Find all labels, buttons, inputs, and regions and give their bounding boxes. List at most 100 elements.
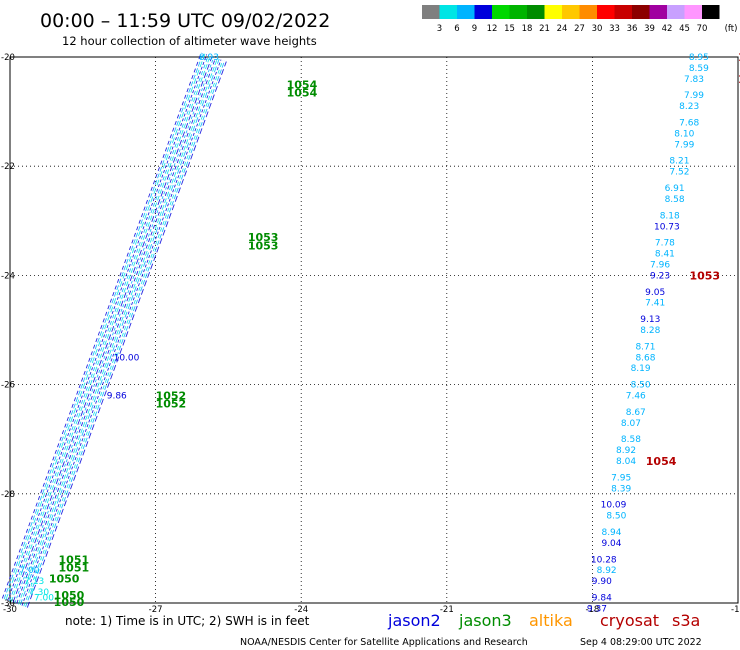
east-track-value: 6.91 [665, 184, 685, 194]
east-track-value: 7.52 [669, 168, 689, 178]
colorbar-tick-label: 30 [592, 24, 603, 34]
east-track-value: 7.96 [650, 260, 670, 270]
east-track-value: 7.46 [626, 392, 646, 402]
pass-time-label: 1051 [59, 562, 90, 575]
page-title: 00:00 – 11:59 UTC 09/02/2022 [40, 10, 330, 32]
east-track-value: 8.58 [665, 195, 685, 205]
east-track-value: 7.99 [674, 140, 694, 150]
east-track-value: 8.23 [679, 102, 699, 112]
footer-credit: NOAA/NESDIS Center for Satellite Applica… [240, 637, 528, 648]
colorbar-swatch [457, 5, 475, 19]
colorbar-tick-label: 24 [557, 24, 568, 34]
east-track-value: 10.73 [654, 222, 680, 232]
west-track-stroke [21, 59, 222, 606]
colorbar-tick-label: 9 [472, 24, 477, 34]
pass-time-label: 1053 [248, 231, 279, 244]
colorbar-tick-label: 21 [539, 24, 550, 34]
colorbar-swatch [702, 5, 720, 19]
west-track-stroke [3, 52, 204, 600]
east-track-value: 7.78 [655, 239, 675, 249]
pass-time-label: 1053 [248, 239, 279, 252]
x-tick-label: -30 [3, 605, 17, 615]
x-tick-label: -21 [440, 605, 454, 615]
footer-note: note: 1) Time is in UTC; 2) SWH is in fe… [65, 614, 310, 628]
pass-time-label: 1050 [49, 572, 80, 585]
colorbar-swatch [527, 5, 545, 19]
east-track-value: 9.37 [587, 604, 607, 614]
pass-time-label: 1050 [54, 596, 85, 609]
west-track-stroke [16, 57, 217, 604]
east-track-value: 8.19 [631, 364, 651, 374]
x-tick-label: -18 [585, 605, 599, 615]
colorbar-swatch [614, 5, 632, 19]
west-track-value: 7.13 [24, 577, 44, 587]
east-track-value: 8.28 [640, 326, 660, 336]
west-track-stroke [1, 52, 202, 599]
colorbar-swatch [649, 5, 667, 19]
colorbar-tick-label: 3 [437, 24, 442, 34]
west-track-value: 7.30 [29, 588, 49, 598]
pass-time-label: 105 [738, 51, 740, 64]
pass-time-label: 1050 [54, 589, 85, 602]
west-track-stroke [10, 55, 211, 602]
east-track-value: 10.09 [601, 501, 627, 511]
west-track-stroke [9, 54, 209, 602]
west-track-stroke [5, 53, 206, 600]
colorbar-tick-label: 33 [609, 24, 620, 34]
satellite-legend: jason2 jason3 altika cryosat s3a [387, 611, 700, 630]
west-track-value: 7.00 [19, 566, 39, 576]
west-track-stroke [18, 58, 218, 605]
x-tick-label: -27 [149, 605, 163, 615]
west-track-stroke [26, 61, 227, 608]
y-tick-label: -20 [1, 53, 15, 63]
pass-time-label: 105 [738, 73, 740, 86]
x-tick-label: -15 [731, 605, 740, 615]
colorbar-tick-label: 15 [504, 24, 515, 34]
east-track-value: 8.95 [689, 53, 709, 63]
y-tick-label: -22 [1, 162, 15, 172]
colorbar-tick-label: 39 [644, 24, 655, 34]
east-track-value: 7.99 [684, 91, 704, 101]
colorbar-swatch [579, 5, 597, 19]
colorbar-swatch [667, 5, 685, 19]
legend-altika: altika [529, 611, 573, 630]
colorbar-swatch [597, 5, 615, 19]
east-track-value: 7.83 [684, 75, 704, 85]
legend-cryosat: cryosat [600, 611, 659, 630]
colorbar-swatch [509, 5, 527, 19]
west-track-value: 10.00 [114, 353, 140, 363]
east-track-value: 8.59 [689, 64, 709, 74]
east-track-value: 8.94 [601, 528, 621, 538]
grid [10, 57, 738, 603]
pass-time-label: 1051 [59, 553, 90, 566]
colorbar-swatch [474, 5, 492, 19]
pass-time-label: 1054 [287, 86, 318, 99]
page-subtitle: 12 hour collection of altimeter wave hei… [62, 34, 317, 48]
east-track-value: 9.84 [592, 594, 612, 604]
legend-jason3: jason3 [458, 611, 512, 630]
east-track: 8.958.597.837.998.237.688.107.998.217.52… [587, 53, 709, 614]
colorbar-tick-label: 6 [454, 24, 459, 34]
east-track-value: 8.50 [606, 512, 626, 522]
east-track-value: 10.28 [591, 555, 617, 565]
west-track-stroke [7, 54, 208, 601]
east-track-value: 9.23 [650, 271, 670, 281]
east-track-value: 9.13 [640, 315, 660, 325]
west-track-stroke [12, 56, 213, 603]
west-track-value: 9.86 [107, 392, 127, 402]
west-track-value: 7.00 [34, 594, 54, 604]
colorbar-swatch [684, 5, 702, 19]
east-track-value: 8.39 [611, 484, 631, 494]
east-track-value: 8.71 [635, 342, 655, 352]
colorbar-unit: (ft) [725, 24, 738, 34]
east-track-value: 9.90 [592, 577, 612, 587]
east-track-value: 8.41 [655, 250, 675, 260]
legend-jason2: jason2 [387, 611, 441, 630]
legend-s3a: s3a [672, 611, 700, 630]
west-track-stroke [19, 58, 220, 606]
colorbar-tick-label: 45 [679, 24, 690, 34]
east-track-value: 7.41 [645, 299, 665, 309]
pass-time-label: 1054 [646, 455, 677, 468]
east-track-value: 8.50 [631, 381, 651, 391]
